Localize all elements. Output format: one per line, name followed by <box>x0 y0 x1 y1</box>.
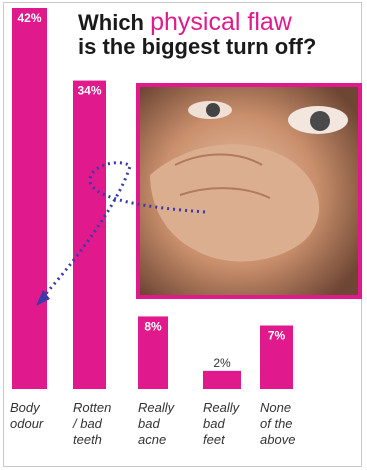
category-label-1-1: / bad <box>72 416 103 431</box>
category-label-1-2: teeth <box>73 432 102 447</box>
category-label-0-0: Body <box>10 400 41 415</box>
bar-3 <box>203 370 241 389</box>
data-label-1: 34% <box>77 84 101 98</box>
data-label-0: 42% <box>17 11 41 25</box>
chart-title: Which physical flaw is the biggest turn … <box>78 8 317 59</box>
bar-2 <box>138 316 168 389</box>
data-label-2: 8% <box>144 319 162 333</box>
category-label-4-2: above <box>260 432 295 447</box>
bar-0 <box>12 8 47 389</box>
category-label-4-1: of the <box>260 416 293 431</box>
arrow-head-icon <box>36 290 50 306</box>
category-label-0-1: odour <box>10 416 44 431</box>
category-label-2-2: acne <box>138 432 166 447</box>
face-photo <box>136 83 362 299</box>
data-label-3: 2% <box>213 356 231 370</box>
category-label-4-0: None <box>260 400 291 415</box>
category-label-3-1: bad <box>203 416 225 431</box>
title-highlight: physical flaw <box>150 8 292 36</box>
data-label-4: 7% <box>268 329 286 343</box>
category-label-2-1: bad <box>138 416 160 431</box>
arrow-annotation <box>36 161 206 306</box>
category-label-3-2: feet <box>203 432 226 447</box>
category-label-1-0: Rotten <box>73 400 111 415</box>
bar-4 <box>260 325 293 389</box>
category-label-2-0: Really <box>138 400 176 415</box>
photo-hand <box>150 144 320 262</box>
dotted-arrow-path <box>40 161 206 300</box>
bar-1 <box>73 80 106 390</box>
category-label-3-0: Really <box>203 400 241 415</box>
